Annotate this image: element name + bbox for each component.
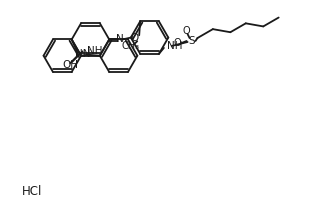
Text: CH₃: CH₃ bbox=[121, 41, 140, 51]
Text: S: S bbox=[188, 36, 195, 46]
Text: N: N bbox=[116, 35, 124, 44]
Text: HN: HN bbox=[75, 49, 90, 59]
Text: O: O bbox=[130, 33, 138, 43]
Text: HCl: HCl bbox=[22, 186, 42, 198]
Text: O: O bbox=[174, 38, 181, 48]
Text: NH: NH bbox=[167, 41, 182, 51]
Text: OH: OH bbox=[63, 60, 79, 70]
Text: O: O bbox=[183, 26, 190, 36]
Text: NH: NH bbox=[87, 46, 102, 56]
